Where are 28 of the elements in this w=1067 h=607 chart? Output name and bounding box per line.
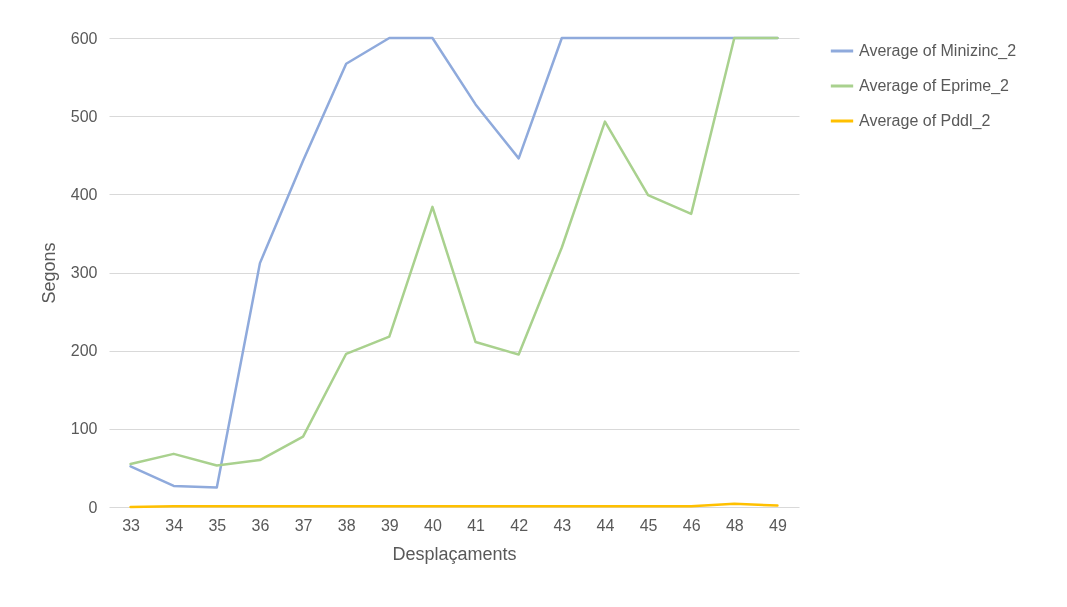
y-tick-label: 300: [70, 264, 98, 281]
y-tick-label: 100: [70, 420, 98, 438]
x-tick-label: 43: [553, 516, 572, 534]
x-tick-label: 45: [639, 516, 658, 534]
x-tick-label: 35: [208, 516, 227, 534]
x-tick-label: 41: [467, 516, 486, 534]
x-tick-label: 49: [769, 516, 787, 534]
x-axis-title: Desplaçaments: [392, 543, 517, 564]
y-tick-label: 0: [88, 498, 98, 516]
x-tick-label: 36: [251, 516, 270, 534]
x-tick-label: 39: [380, 516, 399, 534]
y-tick-label: 500: [70, 107, 98, 125]
legend-label: Average of Pddl_2: [859, 112, 991, 130]
x-tick-label: 38: [337, 516, 356, 534]
y-axis-title: Segons: [38, 242, 59, 304]
x-tick-label: 46: [682, 516, 701, 534]
y-tick-label: 400: [70, 185, 98, 203]
x-tick-label: 40: [424, 516, 442, 534]
legend-label: Average of Eprime_2: [859, 77, 1010, 95]
x-tick-label: 44: [596, 516, 615, 534]
y-tick-label: 200: [70, 342, 98, 360]
x-tick-label: 48: [725, 516, 744, 534]
legend-label: Average of Minizinc_2: [859, 42, 1017, 60]
y-tick-label: 600: [70, 29, 98, 47]
x-tick-label: 34: [165, 516, 184, 534]
x-tick-label: 33: [122, 516, 141, 534]
x-tick-label: 37: [294, 516, 313, 534]
x-tick-label: 42: [510, 516, 529, 534]
